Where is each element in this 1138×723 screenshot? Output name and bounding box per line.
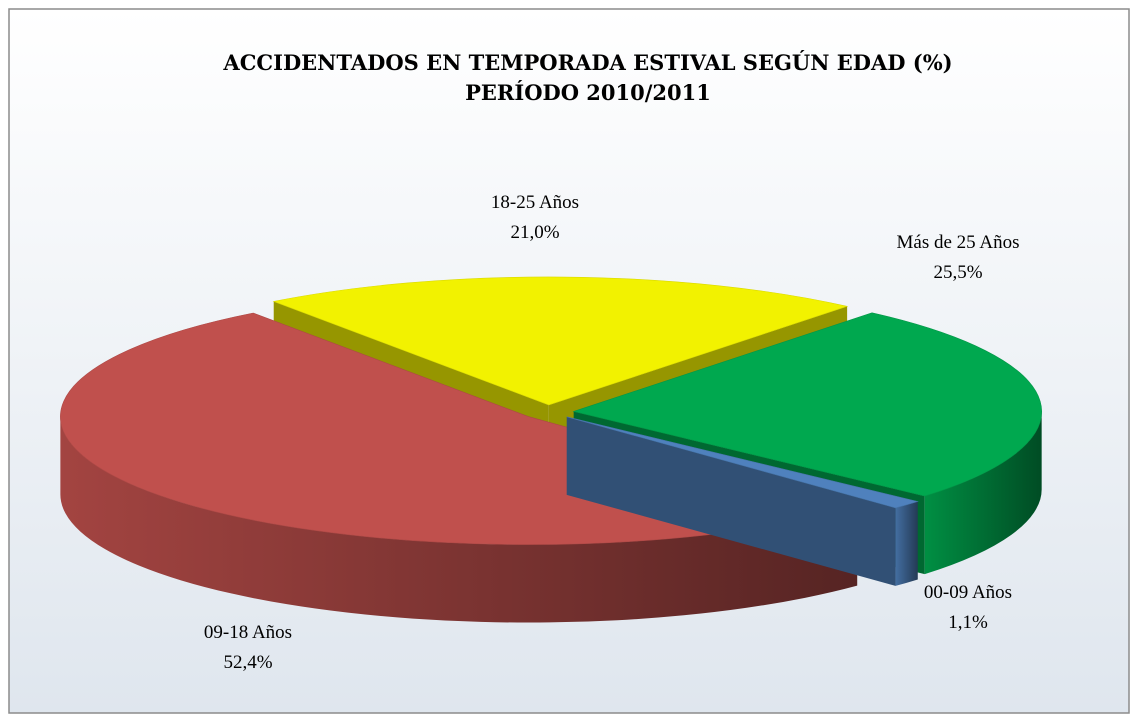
slice-category-label: 09-18 Años <box>204 622 292 643</box>
slice-value-label: 52,4% <box>223 652 272 673</box>
slice-wall <box>566 416 896 586</box>
slice-side <box>60 416 858 623</box>
slice-category-label: 18-25 Años <box>491 192 579 213</box>
slice <box>566 416 919 509</box>
slice-value-label: 25,5% <box>933 262 982 283</box>
slice-category-label: Más de 25 Años <box>897 232 1020 253</box>
slice-side <box>895 501 918 586</box>
chart-title: ACCIDENTADOS EN TEMPORADA ESTIVAL SEGÚN … <box>222 50 952 75</box>
slice <box>272 276 849 406</box>
chart-subtitle: PERÍODO 2010/2011 <box>465 80 711 105</box>
slice-side <box>924 411 1042 575</box>
slice <box>572 312 1042 497</box>
slice-value-label: 1,1% <box>948 612 988 633</box>
slice-category-label: 00-09 Años <box>924 582 1012 603</box>
slice-value-label: 21,0% <box>510 222 559 243</box>
pie <box>60 276 1042 623</box>
